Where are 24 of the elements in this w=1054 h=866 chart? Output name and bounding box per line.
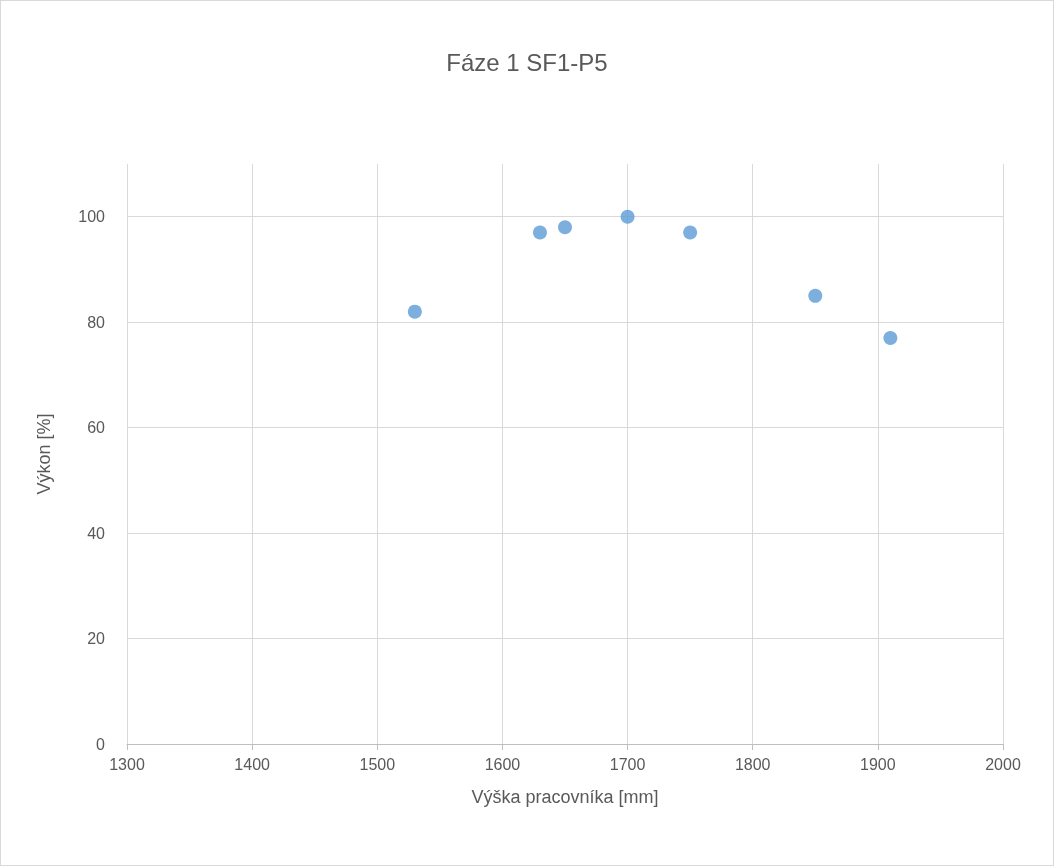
y-tick-label: 60 [87, 419, 106, 437]
point [558, 220, 572, 235]
x-tick-label: 1700 [609, 755, 646, 773]
point [407, 304, 422, 319]
y-axis-title: Výkon [%] [34, 413, 54, 495]
x-tick-label: 1300 [109, 755, 145, 773]
y-tick-label: 80 [87, 313, 106, 331]
point [808, 288, 823, 303]
x-tick-label: 1800 [734, 755, 771, 773]
x-tick-label: 2000 [985, 755, 1021, 773]
y-tick-label: 100 [78, 208, 106, 226]
point [532, 225, 547, 240]
x-tick-label: 1900 [860, 755, 896, 773]
point [683, 225, 698, 240]
point [883, 331, 898, 345]
x-tick-label: 1400 [234, 755, 271, 773]
point [620, 209, 635, 224]
x-tick-label: 1500 [359, 755, 396, 773]
y-tick-label: 40 [87, 524, 106, 542]
y-tick-label: 20 [87, 630, 106, 648]
x-axis-title: Výška pracovníka [mm] [471, 787, 659, 807]
y-tick-label: 0 [96, 735, 106, 753]
chart-title: Fáze 1 SF1-P5 [446, 48, 608, 76]
x-tick-label: 1600 [484, 755, 521, 773]
